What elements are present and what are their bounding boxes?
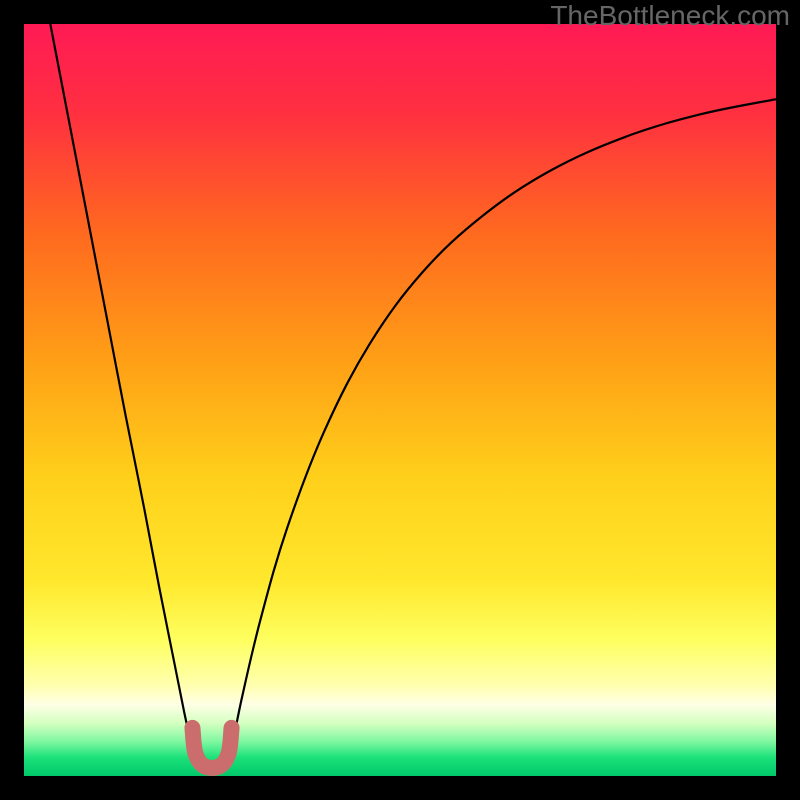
watermark-text: TheBottleneck.com xyxy=(550,0,790,32)
chart-frame: TheBottleneck.com xyxy=(0,0,800,800)
curve-left-descent xyxy=(50,24,192,750)
plot-area xyxy=(24,24,776,776)
u-marker xyxy=(192,728,231,768)
curve-right-ascent xyxy=(232,99,776,749)
curve-layer xyxy=(24,24,776,776)
